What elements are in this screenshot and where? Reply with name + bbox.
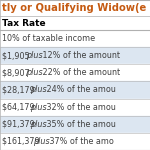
Text: 22% of the amount: 22% of the amount <box>40 68 120 77</box>
Text: 24% of the amou: 24% of the amou <box>44 85 116 94</box>
Bar <box>0 133 150 150</box>
Text: $91,379: $91,379 <box>2 120 37 129</box>
Text: Tax Rate: Tax Rate <box>2 18 46 27</box>
Bar <box>0 64 150 81</box>
Text: $1,905: $1,905 <box>2 51 32 60</box>
Text: $28,179: $28,179 <box>2 85 37 94</box>
Bar <box>0 30 150 47</box>
Bar <box>0 99 150 116</box>
Text: 12% of the amount: 12% of the amount <box>40 51 120 60</box>
Text: 35% of the amou: 35% of the amou <box>44 120 116 129</box>
Text: $161,379: $161,379 <box>2 137 42 146</box>
Bar <box>0 0 150 16</box>
Text: plus: plus <box>26 68 43 77</box>
Text: tly or Qualifying Widow(e: tly or Qualifying Widow(e <box>2 3 146 13</box>
Text: 37% of the amo: 37% of the amo <box>47 137 114 146</box>
Bar <box>0 116 150 133</box>
Text: 32% of the amou: 32% of the amou <box>44 103 116 112</box>
Text: plus: plus <box>30 120 46 129</box>
Text: 10% of taxable income: 10% of taxable income <box>2 34 95 43</box>
Text: $8,907: $8,907 <box>2 68 32 77</box>
Text: plus: plus <box>30 85 46 94</box>
Text: plus: plus <box>26 51 43 60</box>
Text: plus: plus <box>30 103 46 112</box>
Bar <box>0 47 150 64</box>
Bar <box>0 81 150 99</box>
Text: $64,179: $64,179 <box>2 103 37 112</box>
Bar <box>0 16 150 30</box>
Text: plus: plus <box>33 137 50 146</box>
